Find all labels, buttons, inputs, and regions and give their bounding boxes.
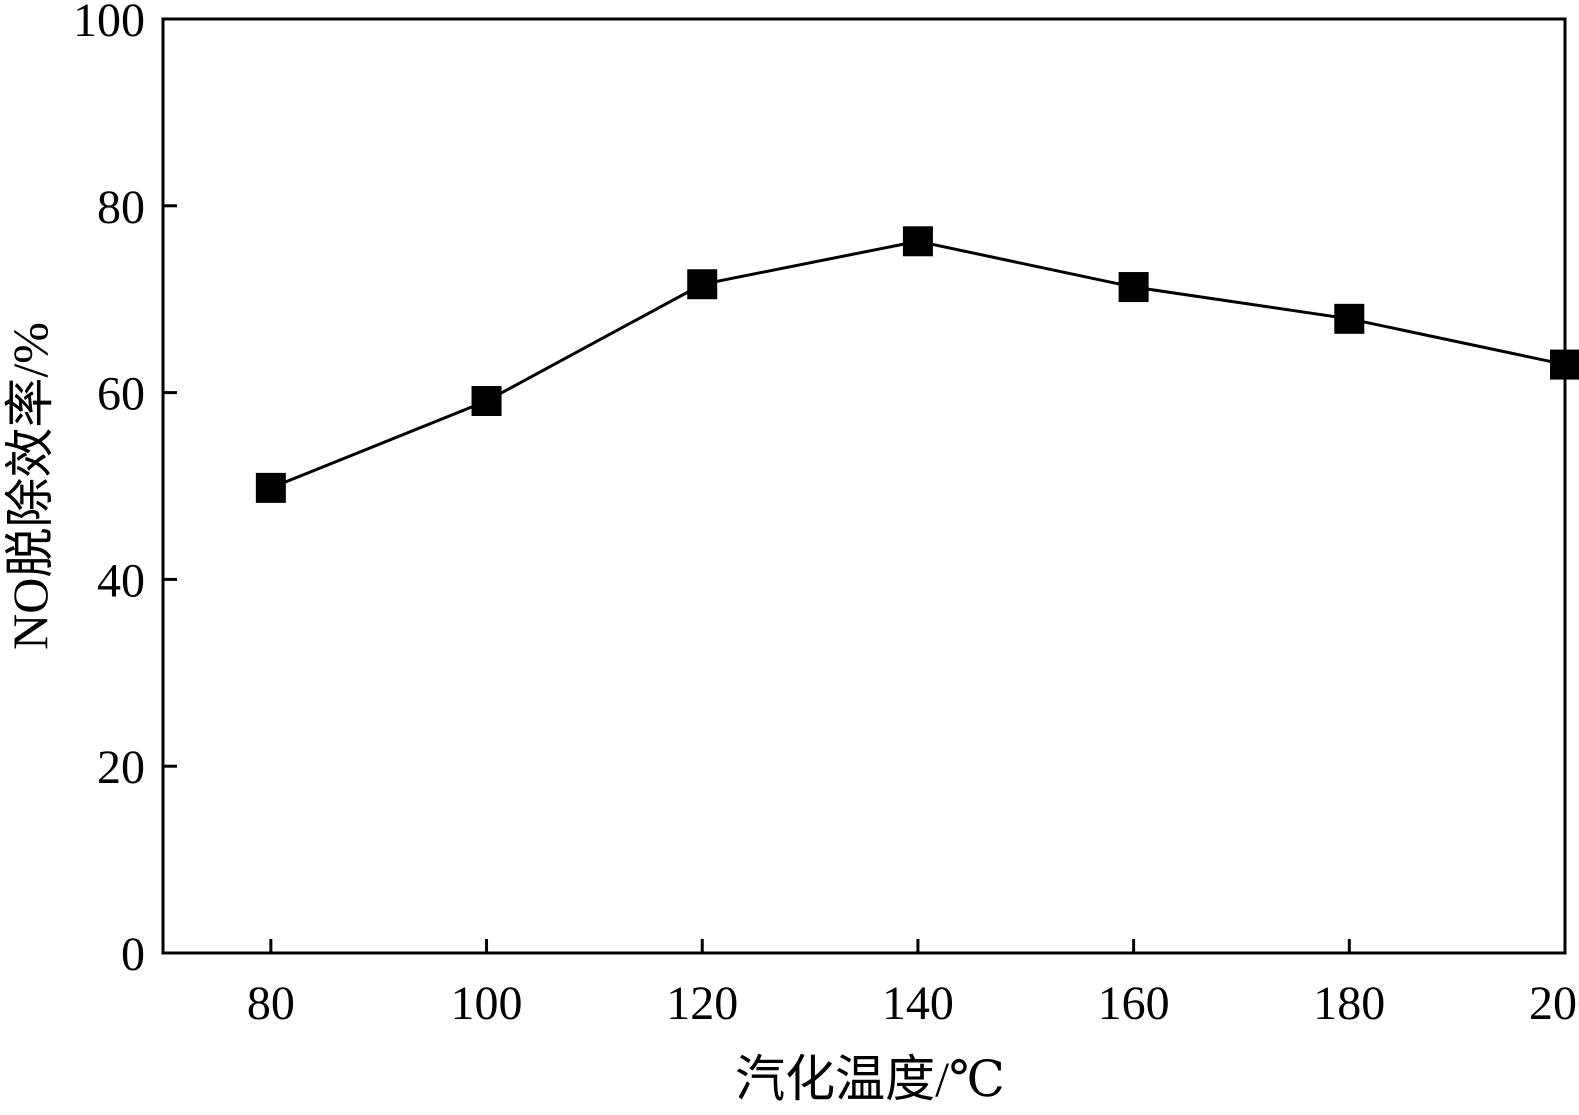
- data-point: [687, 269, 718, 300]
- x-tick-label: 180: [1313, 977, 1385, 1030]
- y-tick-label: 0: [121, 928, 145, 981]
- data-point: [1550, 349, 1579, 380]
- x-axis-ticks: 80 100 120 140 160 180 200: [247, 939, 1579, 1030]
- y-tick-label: 20: [97, 741, 145, 794]
- x-tick-label: 160: [1098, 977, 1170, 1030]
- data-point: [1334, 303, 1365, 334]
- series-line: [270, 239, 1566, 490]
- x-tick-label: 100: [451, 977, 523, 1030]
- data-point: [255, 472, 286, 503]
- x-tick-label: 80: [247, 977, 295, 1030]
- x-tick-label: 140: [882, 977, 954, 1030]
- data-point: [1118, 272, 1149, 303]
- y-tick-label: 80: [97, 181, 145, 234]
- x-axis-title: 汽化温度/℃: [735, 1051, 1005, 1107]
- series-layer: [255, 226, 1579, 503]
- y-tick-label: 60: [97, 368, 145, 421]
- y-axis-ticks: 0 20 40 60 80 100: [73, 0, 177, 981]
- plot-frame: [161, 17, 1567, 955]
- y-tick-label: 40: [97, 554, 145, 607]
- x-tick-label: 120: [666, 977, 738, 1030]
- y-tick-label: 100: [73, 0, 145, 47]
- data-point: [471, 386, 502, 417]
- data-point: [902, 226, 933, 257]
- y-axis-title: NO脱除效率/%: [2, 322, 58, 650]
- x-tick-label: 200: [1529, 977, 1579, 1030]
